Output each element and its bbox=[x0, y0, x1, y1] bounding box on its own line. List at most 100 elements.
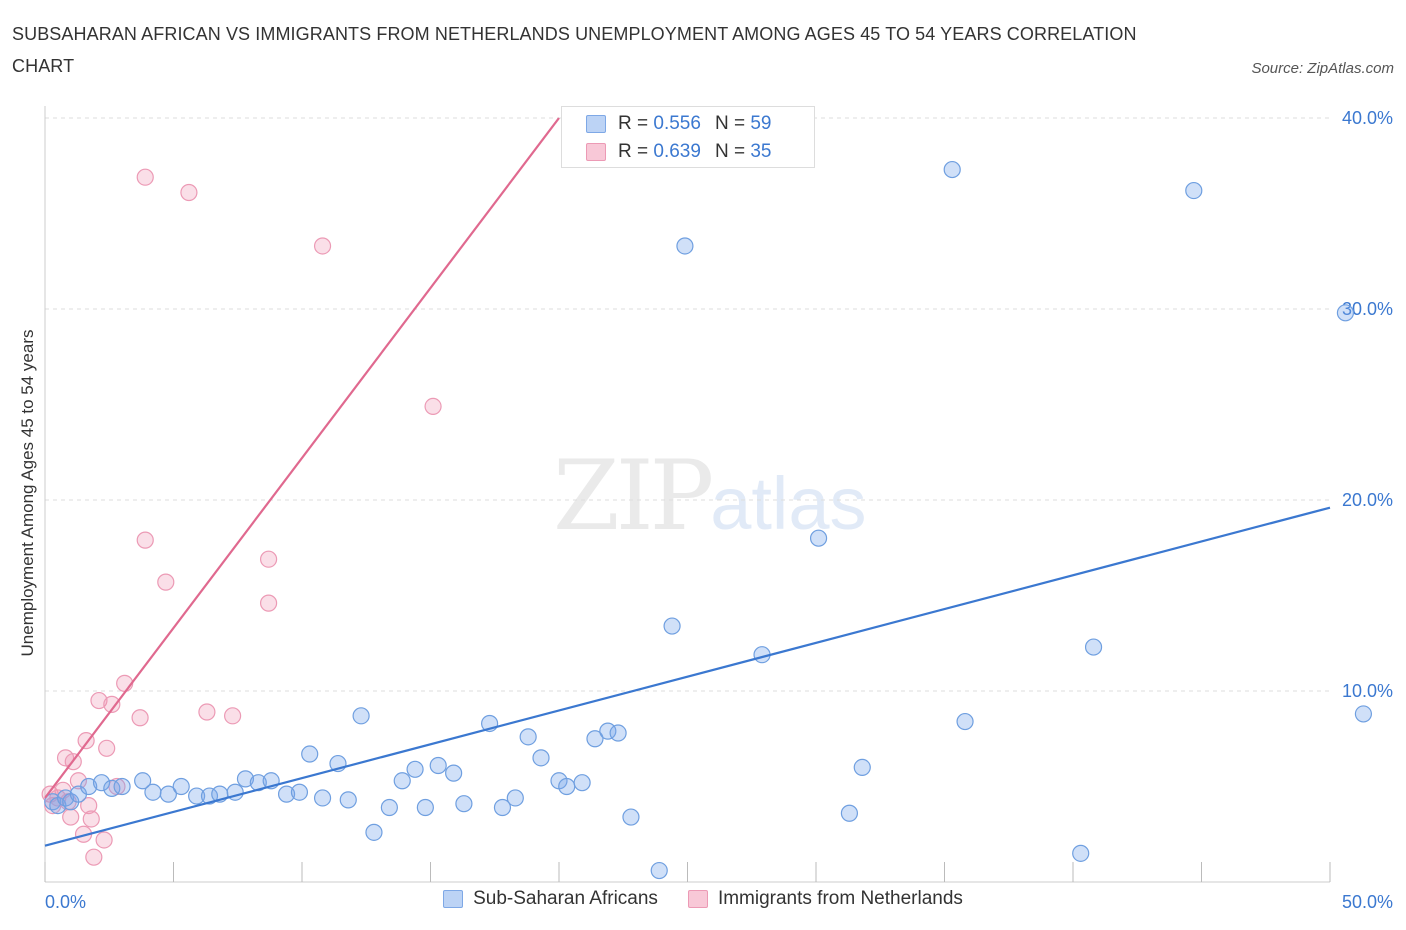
subsaharan-point bbox=[416, 798, 434, 817]
subsaharan-point bbox=[622, 808, 640, 826]
subsaharan-point bbox=[113, 777, 131, 796]
netherlands-point bbox=[62, 808, 80, 826]
netherlands-trend-line bbox=[44, 117, 560, 799]
legend-n-value: 59 bbox=[750, 113, 772, 134]
series-legend: Sub-Saharan Africans Immigrants from Net… bbox=[0, 888, 1406, 910]
subsaharan-point bbox=[380, 798, 398, 817]
subsaharan-point bbox=[365, 823, 383, 841]
subsaharan-point bbox=[200, 787, 219, 805]
watermark-zip: ZIP bbox=[553, 440, 714, 552]
subsaharan-point bbox=[80, 777, 98, 796]
subsaharan-point bbox=[429, 756, 447, 775]
axes bbox=[44, 106, 1331, 883]
legend-item-subsaharan[interactable]: Sub-Saharan Africans bbox=[443, 888, 658, 910]
netherlands-point bbox=[259, 594, 278, 612]
subsaharan-point bbox=[1336, 304, 1355, 322]
netherlands-point bbox=[313, 237, 332, 255]
netherlands-point bbox=[98, 739, 116, 757]
subsaharan-point bbox=[558, 777, 576, 796]
subsaharan-point bbox=[676, 237, 694, 255]
x-tick-label: 50.0% bbox=[1342, 892, 1393, 912]
subsaharan-point bbox=[840, 804, 859, 822]
x-tick-label: 0.0% bbox=[45, 892, 86, 912]
subsaharan-point bbox=[609, 724, 627, 742]
subsaharan-point bbox=[650, 861, 668, 880]
subsaharan-point bbox=[599, 722, 617, 740]
subsaharan-point bbox=[586, 730, 604, 748]
subsaharan-point bbox=[103, 779, 121, 798]
legend-item-netherlands[interactable]: Immigrants from Netherlands bbox=[687, 888, 963, 910]
netherlands-point bbox=[56, 749, 75, 767]
tick-labels: 10.0% 20.0% 30.0% 40.0% 0.0% 50.0% bbox=[45, 108, 1393, 912]
subsaharan-point bbox=[406, 760, 424, 778]
subsaharan-point bbox=[393, 772, 411, 790]
legend-label-subsaharan: Sub-Saharan Africans bbox=[473, 888, 658, 909]
legend-r-label: R = bbox=[618, 141, 649, 162]
subsaharan-point bbox=[1084, 638, 1103, 656]
gridlines bbox=[45, 117, 1330, 692]
series-netherlands-points bbox=[41, 168, 442, 866]
subsaharan-point bbox=[236, 770, 255, 788]
netherlands-point bbox=[136, 531, 154, 549]
subsaharan-point bbox=[188, 787, 206, 805]
subsaharan-point bbox=[1072, 844, 1090, 862]
zipatlas-watermark: ZIPatlas bbox=[553, 440, 867, 552]
source-credit: Source: ZipAtlas.com bbox=[1251, 60, 1394, 77]
legend-swatch-pink bbox=[687, 890, 708, 908]
legend-r-value: 0.639 bbox=[653, 141, 701, 162]
y-tick-label: 40.0% bbox=[1342, 108, 1393, 128]
legend-n-label: N = bbox=[714, 141, 746, 162]
subsaharan-point bbox=[663, 617, 681, 635]
subsaharan-point bbox=[172, 777, 190, 796]
subsaharan-point bbox=[144, 783, 162, 801]
subsaharan-point bbox=[1354, 705, 1373, 723]
netherlands-point bbox=[69, 772, 88, 790]
subsaharan-point bbox=[573, 774, 591, 792]
y-tick-label: 10.0% bbox=[1342, 681, 1393, 701]
subsaharan-point bbox=[1185, 181, 1203, 200]
subsaharan-trend-line bbox=[44, 506, 1331, 847]
netherlands-point bbox=[103, 695, 121, 713]
subsaharan-point bbox=[352, 707, 370, 725]
subsaharan-point bbox=[956, 712, 974, 731]
subsaharan-point bbox=[92, 774, 111, 792]
subsaharan-point bbox=[159, 785, 177, 803]
subsaharan-point bbox=[445, 764, 463, 782]
legend-r-value: 0.556 bbox=[653, 113, 701, 134]
series-subsaharan-points bbox=[44, 160, 1373, 880]
legend-r-label: R = bbox=[618, 113, 649, 134]
y-tick-label: 30.0% bbox=[1342, 299, 1393, 319]
subsaharan-point bbox=[493, 798, 512, 817]
legend-n-value: 35 bbox=[750, 141, 772, 162]
legend-row-subsaharan: R = 0.556 N = 59 bbox=[586, 111, 771, 137]
netherlands-point bbox=[90, 691, 108, 710]
netherlands-point bbox=[157, 573, 175, 591]
netherlands-point bbox=[95, 831, 113, 849]
subsaharan-point bbox=[301, 745, 319, 763]
netherlands-point bbox=[85, 848, 103, 866]
netherlands-point bbox=[224, 707, 242, 725]
correlation-legend: R = 0.556 N = 59 R = 0.639 N = 35 bbox=[561, 106, 815, 168]
netherlands-point bbox=[80, 796, 98, 815]
watermark-atlas: atlas bbox=[710, 462, 867, 545]
subsaharan-point bbox=[809, 529, 828, 547]
subsaharan-point bbox=[134, 772, 152, 790]
subsaharan-point bbox=[313, 789, 332, 807]
y-tick-label: 20.0% bbox=[1342, 490, 1393, 510]
subsaharan-point bbox=[339, 791, 357, 809]
subsaharan-point bbox=[455, 795, 473, 813]
subsaharan-point bbox=[853, 758, 871, 777]
netherlands-point bbox=[259, 550, 278, 568]
subsaharan-point bbox=[277, 785, 296, 803]
chart-title: SUBSAHARAN AFRICAN VS IMMIGRANTS FROM NE… bbox=[12, 24, 1137, 76]
subsaharan-point bbox=[532, 749, 550, 767]
legend-swatch-pink bbox=[586, 143, 606, 161]
subsaharan-point bbox=[506, 789, 524, 807]
netherlands-point bbox=[424, 397, 442, 416]
netherlands-point bbox=[180, 183, 198, 202]
legend-swatch-blue bbox=[586, 115, 606, 133]
legend-n-label: N = bbox=[714, 113, 746, 134]
netherlands-point bbox=[136, 168, 154, 186]
subsaharan-point bbox=[943, 160, 961, 179]
